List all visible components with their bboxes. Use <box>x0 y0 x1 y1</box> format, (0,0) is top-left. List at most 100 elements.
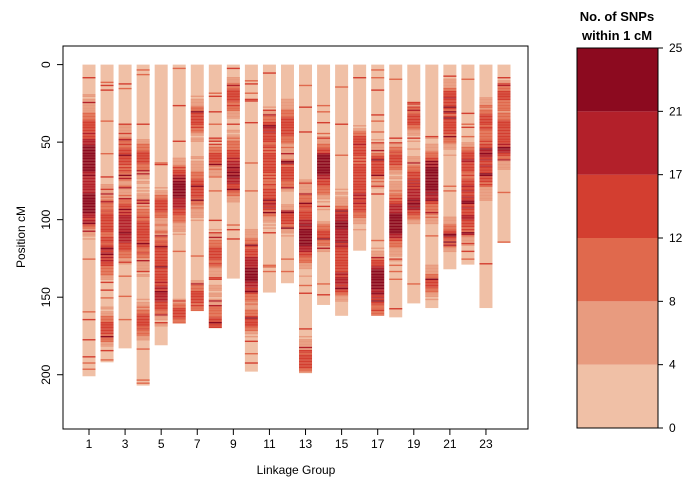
snp-band <box>389 224 403 226</box>
snp-band <box>226 194 240 197</box>
snp-band <box>172 216 186 218</box>
snp-band <box>136 145 150 147</box>
snp-band <box>172 190 186 192</box>
snp-band <box>136 171 150 173</box>
snp-band <box>244 272 258 274</box>
snp-band <box>335 123 349 125</box>
snp-band <box>497 109 511 111</box>
snp-band <box>443 139 457 141</box>
snp-band <box>136 221 150 223</box>
snp-band <box>100 337 114 339</box>
snp-band <box>317 157 331 160</box>
snp-band <box>208 146 222 149</box>
snp-band <box>136 162 150 164</box>
snp-band <box>371 270 385 273</box>
snp-band <box>461 152 475 155</box>
snp-band <box>154 235 168 237</box>
snp-band <box>335 298 349 301</box>
snp-band <box>136 199 150 201</box>
snp-band <box>443 103 457 105</box>
snp-band <box>82 173 96 175</box>
snp-band <box>172 228 186 231</box>
snp-band <box>461 194 475 197</box>
snp-band <box>461 258 475 260</box>
snp-band <box>425 278 439 280</box>
snp-band <box>371 69 385 71</box>
snp-band <box>280 104 294 107</box>
snp-band <box>172 197 186 200</box>
snp-band <box>335 284 349 287</box>
snp-band <box>244 80 258 82</box>
snp-band <box>280 174 294 177</box>
snp-band <box>497 162 511 164</box>
snp-band <box>317 180 331 183</box>
snp-band <box>317 174 331 177</box>
snp-band <box>208 92 222 94</box>
snp-band <box>136 320 150 322</box>
snp-band <box>172 171 186 173</box>
snp-band <box>443 219 457 222</box>
snp-band <box>100 345 114 347</box>
snp-band <box>82 139 96 141</box>
snp-band <box>190 215 204 217</box>
snp-band <box>425 190 439 192</box>
snp-band <box>317 227 331 229</box>
snp-band <box>190 179 204 181</box>
snp-band <box>226 111 240 113</box>
snp-band <box>118 83 132 85</box>
snp-band <box>244 233 258 236</box>
snp-band <box>389 199 403 201</box>
snp-band <box>100 196 114 198</box>
snp-band <box>154 255 168 257</box>
snp-band <box>136 269 150 271</box>
snp-band <box>317 225 331 228</box>
snp-band <box>443 233 457 236</box>
snp-band <box>136 314 150 316</box>
snp-band <box>100 207 114 209</box>
snp-band <box>407 177 421 180</box>
snp-band <box>280 219 294 222</box>
snp-band <box>479 182 493 184</box>
snp-band <box>82 208 96 211</box>
snp-band <box>100 190 114 192</box>
snp-band <box>208 303 222 305</box>
snp-band <box>190 255 204 257</box>
snp-band <box>100 331 114 333</box>
snp-band <box>136 154 150 156</box>
snp-band <box>172 191 186 194</box>
snp-band <box>317 151 331 153</box>
snp-band <box>172 224 186 226</box>
snp-band <box>317 111 331 113</box>
snp-band <box>244 238 258 240</box>
snp-band <box>82 225 96 228</box>
linkage-group-9 <box>226 64 240 279</box>
snp-band <box>497 90 511 93</box>
snp-band <box>335 154 349 156</box>
snp-band <box>154 191 168 194</box>
snp-band <box>244 320 258 322</box>
snp-band <box>299 211 313 214</box>
snp-band <box>461 236 475 239</box>
snp-band <box>262 221 276 223</box>
snp-band <box>208 300 222 302</box>
snp-band <box>335 208 349 211</box>
snp-band <box>154 292 168 294</box>
snp-band <box>172 202 186 205</box>
snp-band <box>244 261 258 263</box>
snp-band <box>407 185 421 187</box>
snp-band <box>154 210 168 212</box>
snp-band <box>226 117 240 119</box>
snp-band <box>208 160 222 163</box>
snp-band <box>371 174 385 177</box>
snp-band <box>118 184 132 186</box>
snp-band <box>425 162 439 164</box>
snp-band <box>244 252 258 254</box>
snp-band <box>335 201 349 203</box>
snp-band <box>425 166 439 169</box>
snp-band <box>299 213 313 215</box>
snp-band <box>280 165 294 167</box>
snp-band <box>190 303 204 305</box>
snp-band <box>100 314 114 316</box>
snp-band <box>136 142 150 144</box>
snp-band <box>280 204 294 206</box>
